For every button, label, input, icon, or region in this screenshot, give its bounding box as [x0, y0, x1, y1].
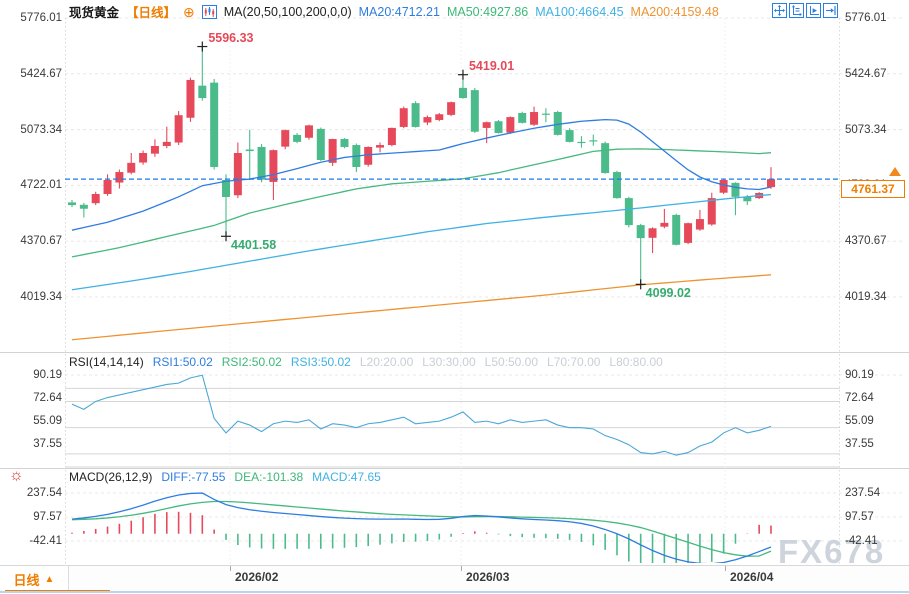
rsi-label: RSI(14,14,14)	[69, 355, 144, 369]
rsi-l70-readout: L70:70.00	[547, 355, 601, 369]
main-chart-header: 现货黄金 【日线】 ⊕ MA(20,50,100,200,0,0) MA20:4…	[69, 2, 719, 21]
rsi-axis-label-left: 72.64	[33, 392, 62, 404]
rsi3-readout: RSI3:50.02	[290, 355, 351, 369]
price-axis-label-right: 4019.34	[845, 291, 887, 303]
crosshair-move-icon[interactable]	[772, 3, 787, 18]
collapse-right-icon[interactable]	[823, 3, 838, 18]
price-axis-label-left: 4722.01	[20, 179, 62, 192]
rsi-l20-readout: L20:20.00	[359, 355, 414, 369]
date-axis-tick	[230, 566, 231, 571]
period-tag[interactable]: 【日线】	[126, 6, 177, 20]
add-indicator-icon[interactable]: ⊕	[183, 3, 195, 20]
price-axis-label-right: 5776.01	[845, 12, 887, 24]
high-price-marker: 5419.01	[468, 58, 515, 73]
macd-axis-label-left: 97.57	[33, 511, 62, 523]
ma50-line	[71, 148, 772, 258]
macd-axis-label-right: -42.41	[845, 535, 878, 547]
price-axis-label-left: 4019.34	[20, 291, 62, 303]
rsi1-readout: RSI1:50.02	[152, 355, 213, 369]
rsi-axis-label-right: 72.64	[845, 392, 874, 404]
macd-dea-line	[71, 500, 772, 557]
macd-label: MACD(26,12,9)	[69, 470, 153, 484]
current-price-tag: 4761.37	[841, 180, 905, 199]
price-axis-label-right: 5073.34	[845, 123, 887, 136]
ma100-line	[71, 193, 772, 291]
axis-scale-icon[interactable]	[789, 3, 804, 18]
candles-layer	[68, 46, 775, 285]
rsi-l30-readout: L30:30.00	[422, 355, 476, 369]
macd-axis-label-right: 97.57	[845, 511, 874, 523]
tab-arrow-icon: ▲	[44, 573, 55, 585]
symbol-name: 现货黄金	[69, 6, 120, 20]
price-axis-label-left: 5776.01	[20, 12, 62, 24]
price-axis-label-right: 5424.67	[845, 67, 887, 80]
rsi-axis-label-left: 37.55	[33, 438, 62, 450]
date-axis-label: 2026/04	[730, 570, 774, 584]
price-axis-label-left: 4370.67	[20, 235, 62, 248]
macd-indicator-header[interactable]: MACD(26,12,9) DIFF:-77.55 DEA:-101.38 MA…	[69, 470, 381, 484]
macd-diff-readout: DIFF:-77.55	[161, 470, 226, 484]
period-tab-label: 日线	[13, 572, 40, 588]
candlestick-chart-icon[interactable]	[201, 4, 217, 19]
bottom-edge-line	[0, 591, 909, 593]
rsi-axis-label-left: 90.19	[33, 369, 62, 381]
rsi-axis-label-right: 37.55	[845, 438, 874, 450]
ma200-readout: MA200:4159.48	[630, 4, 719, 19]
ma20-line	[71, 118, 772, 231]
macd-axis-label-right: 237.54	[845, 487, 881, 499]
low-price-marker: 4099.02	[645, 286, 691, 301]
macd-diff-line	[71, 492, 772, 563]
ma-settings-label[interactable]: MA(20,50,100,200,0,0)	[223, 4, 352, 19]
price-axis-label-left: 5073.34	[20, 123, 62, 136]
low-price-marker: 4401.58	[231, 238, 277, 253]
ma50-readout: MA50:4927.86	[446, 4, 529, 19]
price-axis-label-right: 4370.67	[845, 235, 887, 248]
price-axis-label-left: 5424.67	[20, 67, 62, 80]
date-axis-label: 2026/02	[235, 570, 279, 584]
rsi2-readout: RSI2:50.02	[221, 355, 282, 369]
rsi-l50-readout: L50:50.00	[484, 355, 539, 369]
date-axis-label: 2026/03	[466, 570, 510, 584]
ma20-readout: MA20:4712.21	[358, 4, 440, 19]
rsi-axis-label-right: 90.19	[845, 369, 874, 381]
price-extreme-markers	[197, 41, 646, 290]
rsi-indicator-header[interactable]: RSI(14,14,14) RSI1:50.02 RSI2:50.02 RSI3…	[69, 355, 663, 369]
macd-histogram	[71, 511, 772, 563]
chart-toolbar	[772, 3, 838, 18]
rsi-axis-label-left: 55.09	[33, 415, 62, 427]
macd-dea-readout: DEA:-101.38	[234, 470, 304, 484]
indicator-settings-sun-icon[interactable]: ☼	[9, 467, 24, 484]
rsi-axis-label-right: 55.09	[845, 415, 874, 427]
gridlines	[0, 17, 909, 566]
macd-macd-readout: MACD:47.65	[312, 470, 381, 484]
date-axis-tick	[725, 566, 726, 571]
watermark: FX678	[778, 533, 886, 570]
period-tab-daily[interactable]: 日线 ▲	[0, 566, 69, 592]
axis-play-icon[interactable]	[806, 3, 821, 18]
rsi-line	[71, 374, 772, 456]
high-price-marker: 5596.33	[208, 30, 254, 45]
date-axis-tick	[461, 566, 462, 571]
ma200-line	[71, 274, 772, 341]
rsi-l80-readout: L80:80.00	[609, 355, 663, 369]
price-up-arrow-icon	[889, 167, 901, 177]
bottom-bar: 日线 ▲	[0, 565, 909, 594]
ma100-readout: MA100:4664.45	[535, 4, 624, 19]
macd-axis-label-left: -42.41	[29, 535, 62, 547]
macd-axis-label-left: 237.54	[26, 487, 62, 499]
